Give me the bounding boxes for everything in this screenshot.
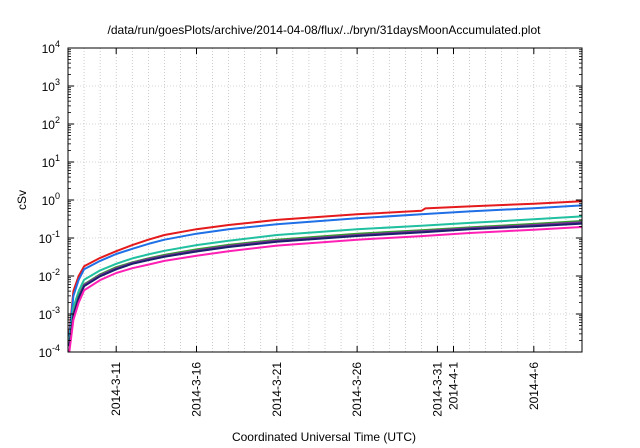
x-tick-label: 2014-3-16 [190,362,204,417]
x-tick-label: 2014-4-1 [447,362,461,410]
chart-title: /data/run/goesPlots/archive/2014-04-08/f… [108,23,542,37]
series-line-6 [68,222,583,347]
y-tick-label: 102 [42,115,60,132]
y-tick-label: 10-3 [39,305,60,322]
y-tick-label: 103 [42,77,60,94]
series-line-7 [68,226,583,353]
series-lines [68,200,583,353]
x-axis: 2014-3-11 2014-3-16 2014-3-21 2014-3-26 2014… [109,48,541,417]
series-line-3 [68,215,583,341]
x-axis-label: Coordinated Universal Time (UTC) [232,430,416,444]
y-axis-label: cSv [15,190,29,210]
series-line-1 [68,200,583,334]
y-tick-label: 101 [42,153,60,170]
series-line-2 [68,204,583,337]
y-axis: 10-4 10-3 10-2 10-1 100 101 102 103 104 [39,39,582,360]
x-tick-label: 2014-3-26 [350,362,364,417]
x-tick-label: 2014-3-31 [430,362,444,417]
x-tick-label: 2014-4-6 [527,362,541,410]
grid [68,48,582,352]
y-tick-label: 10-4 [39,343,60,360]
y-tick-label: 100 [42,191,60,208]
y-tick-label: 10-1 [39,229,60,246]
y-tick-label: 10-2 [39,267,60,284]
x-tick-label: 2014-3-21 [270,362,284,417]
y-tick-label: 104 [42,39,60,56]
x-tick-label: 2014-3-11 [109,362,123,416]
